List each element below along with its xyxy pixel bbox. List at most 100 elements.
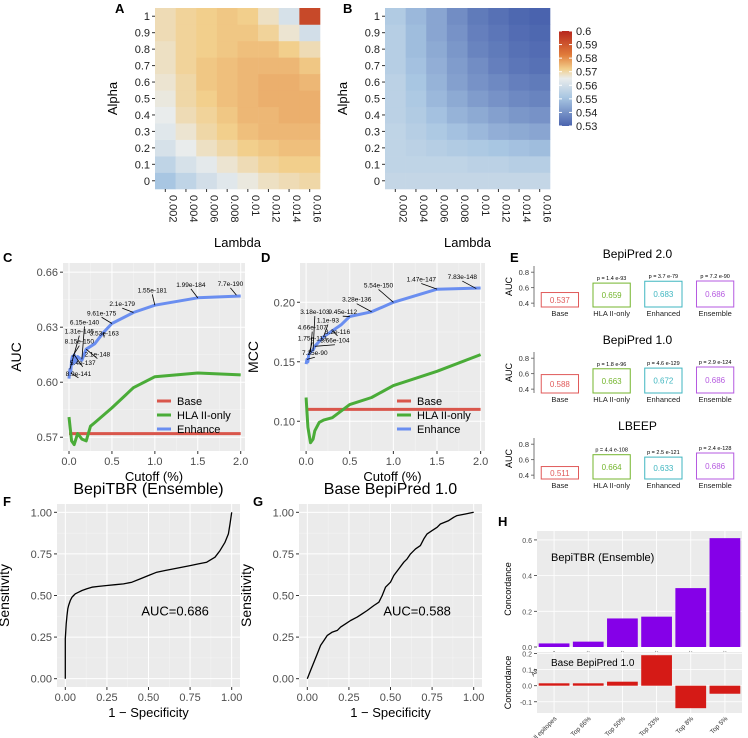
x-axis-label: Lambda <box>214 235 262 250</box>
legend-label: HLA II-only <box>177 410 231 422</box>
heatmap-cell <box>258 73 280 91</box>
heatmap-cell <box>258 24 280 42</box>
p-value-label: p = 1.4 e-93 <box>597 276 627 282</box>
annotation-label: 6.15e-140 <box>70 319 100 326</box>
x-tick-label: Top 8% <box>675 715 695 735</box>
heatmap-cell <box>508 8 530 25</box>
heatmap-cell <box>426 172 448 190</box>
annotation-leader <box>102 332 105 338</box>
chart-title: BepiTBR (Ensemble) <box>73 481 223 498</box>
line-chart-auc: 0.0 0.5 1.0 1.5 2.0 0.57 0.60 0.63 0.66 7.7e-190 1… <box>8 263 248 484</box>
x-tick-label: 0.016 <box>311 195 323 223</box>
heatmap-cell <box>216 8 238 25</box>
legend-tick-label: 0.59 <box>576 40 597 52</box>
heatmap-cell <box>278 73 300 91</box>
p-value-label: p = 2.9 e-124 <box>699 360 732 366</box>
heatmap-cell <box>529 40 551 58</box>
subplot-title: Base BepiPred 1.0 <box>551 658 635 669</box>
y-axis-label: AUC <box>504 277 514 297</box>
heatmap-cell <box>216 139 238 157</box>
heatmap-cell <box>446 123 468 140</box>
x-tick-label: 0.0 <box>61 456 76 468</box>
heatmap-cell <box>278 8 300 25</box>
heatmap-cell <box>426 90 448 108</box>
heatmap-cell <box>299 40 321 58</box>
x-tick-label: 1.00 <box>463 692 484 704</box>
heatmap-cell <box>426 40 448 58</box>
heatmap-cell <box>488 8 510 25</box>
heatmap-cell <box>196 57 218 75</box>
heatmap-cell <box>467 106 489 124</box>
annotation-label: 8.15e-150 <box>65 339 95 346</box>
heatmap-cell <box>237 123 259 140</box>
annotation-label: 2.1e-148 <box>85 352 111 359</box>
bar-top-8- <box>675 685 707 709</box>
x-tick-label: Base <box>551 309 568 318</box>
x-tick-label: Ensemble <box>698 309 731 318</box>
y-tick-label: 0.25 <box>273 632 294 644</box>
bar-base <box>540 374 580 394</box>
heatmap-cell <box>385 73 406 91</box>
y-axis-label: Sensitivity <box>238 564 254 627</box>
y-tick-label: 0.3 <box>365 126 380 138</box>
x-tick-label: 0.002 <box>166 195 178 223</box>
bar-top-33- <box>641 616 672 647</box>
heatmap-cell <box>237 8 259 25</box>
heatmap-cell <box>405 24 427 42</box>
y-tick-label: 1.00 <box>31 507 52 519</box>
heatmap-cell <box>175 24 197 42</box>
bar-top-66- <box>572 641 604 647</box>
y-tick-label: 0.6 <box>519 370 529 379</box>
annotation-label: 3.18e-103 <box>300 309 330 316</box>
heatmap-cell <box>237 139 259 157</box>
heatmap-cell <box>446 90 468 108</box>
x-tick-label: Base <box>551 395 568 404</box>
heatmap-cell <box>175 106 197 124</box>
heatmap-cell <box>405 73 427 91</box>
heatmap-cell <box>488 106 510 124</box>
annotation-leader <box>378 289 394 303</box>
heatmap-cell <box>278 57 300 75</box>
heatmap-cell <box>299 123 321 140</box>
heatmap-cell <box>278 172 300 190</box>
bar-enhanced <box>644 367 683 394</box>
y-tick-label: 0.8 <box>519 268 529 277</box>
heatmap-cell <box>488 73 510 91</box>
annotation-leader <box>72 345 80 357</box>
heatmap-cell <box>278 24 300 42</box>
heatmap-cell <box>508 106 530 124</box>
x-tick-label: Enhanced <box>646 309 680 318</box>
annotation-leader <box>70 372 79 379</box>
heatmap-cell <box>196 123 218 140</box>
heatmap-cell <box>446 8 468 25</box>
y-tick-label: 0.4 <box>519 299 529 308</box>
heatmap-cell <box>155 90 176 108</box>
x-tick-label: 0.0 <box>298 456 313 468</box>
chart-title: Base BepiPred 1.0 <box>324 481 458 498</box>
plot-background <box>300 263 485 451</box>
x-tick-label: 0.016 <box>541 195 553 223</box>
y-tick-label: 0.6 <box>519 456 529 465</box>
heatmap-cell <box>175 172 197 190</box>
legend-label: Base <box>417 396 442 408</box>
heatmap-cell <box>405 106 427 124</box>
x-tick-label: 0.50 <box>380 692 401 704</box>
x-tick-label: 1.0 <box>147 456 162 468</box>
bar-top-50- <box>607 618 638 647</box>
y-tick-label: 0.7 <box>365 61 380 73</box>
heatmap-cell <box>426 123 448 140</box>
heatmap-cell <box>529 90 551 108</box>
x-tick-label: Enhanced <box>646 395 680 404</box>
bar-enhanced <box>644 456 683 480</box>
heatmap-cell <box>385 139 406 157</box>
panel-letter-f: F <box>3 494 11 509</box>
heatmap-cell <box>385 123 406 140</box>
x-tick-label: Ensemble <box>698 395 731 404</box>
annotation-leader <box>73 354 84 368</box>
heatmap-cell <box>155 156 176 173</box>
heatmap-cell <box>175 40 197 58</box>
p-value-label: p = 4.4 e-108 <box>595 448 628 454</box>
heatmap-cell <box>216 57 238 75</box>
heatmap-cell <box>426 24 448 42</box>
